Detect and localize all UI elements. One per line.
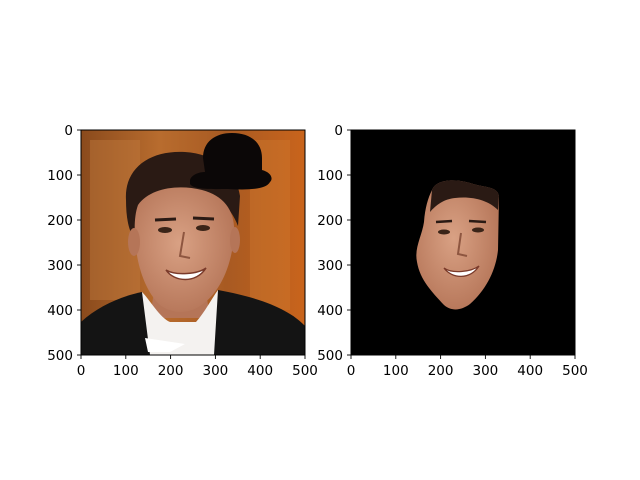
right-x-tick-label: 100 — [383, 363, 409, 379]
right-y-tick-label: 200 — [317, 213, 343, 229]
right-y-tick-label: 100 — [317, 168, 343, 184]
left-x-ticks: 0 100 200 300 400 500 — [77, 355, 318, 379]
right-x-tick-label: 500 — [562, 363, 588, 379]
right-y-ticks: 0 100 200 300 400 500 — [317, 123, 351, 364]
left-y-tick-label: 400 — [47, 303, 73, 319]
right-x-ticks: 0 100 200 300 400 500 — [347, 355, 588, 379]
left-y-tick-label: 200 — [47, 213, 73, 229]
left-x-tick-label: 0 — [77, 363, 86, 379]
axes-right-mask: 0 100 200 300 400 500 0 100 200 300 400 500 — [317, 123, 588, 379]
photo-image — [81, 130, 305, 355]
right-x-tick-label: 300 — [473, 363, 499, 379]
right-x-tick-label: 200 — [428, 363, 454, 379]
left-x-tick-label: 100 — [113, 363, 139, 379]
left-x-tick-label: 500 — [292, 363, 318, 379]
left-y-tick-label: 0 — [64, 123, 73, 139]
left-x-tick-label: 400 — [247, 363, 273, 379]
right-x-tick-label: 400 — [517, 363, 543, 379]
left-y-ticks: 0 100 200 300 400 500 — [47, 123, 81, 364]
left-y-tick-label: 500 — [47, 348, 73, 364]
right-y-tick-label: 500 — [317, 348, 343, 364]
left-y-tick-label: 300 — [47, 258, 73, 274]
left-x-tick-label: 200 — [158, 363, 184, 379]
axes-right-frame — [350, 129, 576, 356]
axes-left-frame — [80, 129, 306, 356]
axes-left-photo: 0 100 200 300 400 500 0 100 200 300 400 500 — [47, 123, 318, 379]
right-y-tick-label: 0 — [334, 123, 343, 139]
right-y-tick-label: 400 — [317, 303, 343, 319]
right-y-tick-label: 300 — [317, 258, 343, 274]
left-x-tick-label: 300 — [203, 363, 229, 379]
right-x-tick-label: 0 — [347, 363, 356, 379]
left-y-tick-label: 100 — [47, 168, 73, 184]
mask-image — [351, 130, 575, 355]
